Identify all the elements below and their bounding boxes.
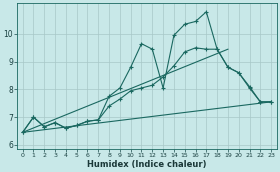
X-axis label: Humidex (Indice chaleur): Humidex (Indice chaleur) (87, 159, 207, 169)
